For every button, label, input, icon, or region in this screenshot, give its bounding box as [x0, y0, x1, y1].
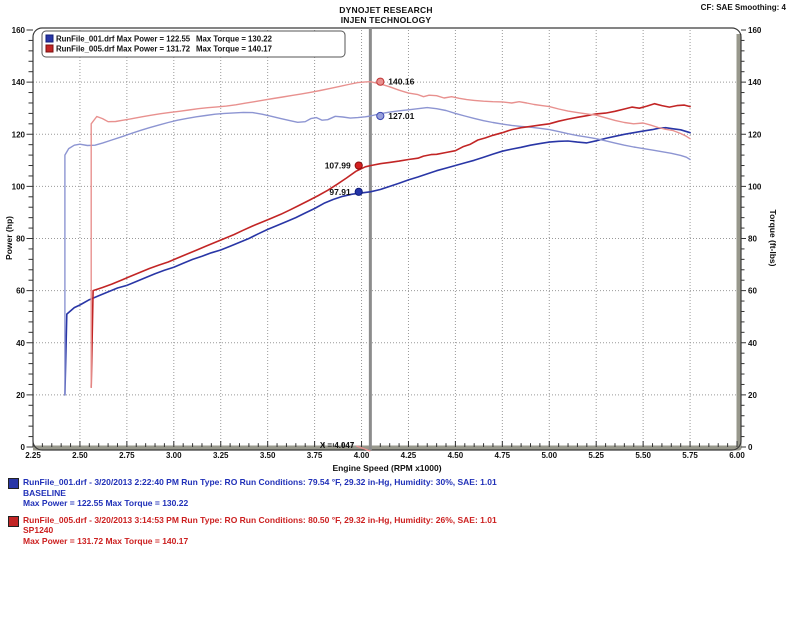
curve-runfile-001-torque-ft-lbs-	[64, 106, 691, 396]
x-axis-tick-label: 5.75	[682, 451, 698, 460]
legend-torque-label: Max Torque = 140.17	[196, 45, 272, 54]
y-axis-tick-label-left: 140	[12, 78, 26, 87]
y-axis-tick-label-left: 120	[12, 130, 26, 139]
page-title: DYNOJET RESEARCH	[339, 5, 433, 15]
run1-max-values: Max Power = 122.55 Max Torque = 130.22	[23, 498, 189, 508]
cursor-marker-dot	[354, 187, 363, 196]
x-axis-tick-label: 5.50	[635, 451, 651, 460]
x-axis-tick-label: 4.50	[448, 451, 464, 460]
cursor-marker-label: 140.16	[388, 77, 414, 87]
y-axis-tick-label-right: 60	[748, 287, 757, 296]
run-info-baseline: RunFile_001.drf - 3/20/2013 2:22:40 PM R…	[8, 477, 792, 509]
legend-swatch	[45, 34, 54, 43]
cursor-marker-label: 127.01	[388, 111, 414, 121]
run-info-footer: RunFile_001.drf - 3/20/2013 2:22:40 PM R…	[8, 477, 792, 552]
x-axis-title: Engine Speed (RPM x1000)	[332, 463, 441, 473]
y-axis-tick-label-left: 100	[12, 182, 26, 191]
cursor-marker-dot	[376, 77, 385, 86]
x-axis-tick-label: 3.75	[307, 451, 323, 460]
axis-bars	[33, 34, 742, 451]
x-axis-tick-label: 5.00	[541, 451, 557, 460]
curve-runfile-005-power-hp-	[90, 102, 691, 388]
x-axis-tick-label: 3.00	[166, 451, 182, 460]
y-axis-tick-label-right: 80	[748, 235, 757, 244]
cursor-marker-dot	[376, 111, 385, 121]
cursor-marker-label: 107.99	[325, 161, 351, 171]
run2-max-values: Max Power = 131.72 Max Torque = 140.17	[23, 535, 189, 546]
run-color-swatch-blue	[8, 478, 19, 489]
y-axis-tick-label-left: 20	[16, 391, 25, 400]
y-axis-tick-label-left: 40	[16, 339, 25, 348]
run1-label: BASELINE	[23, 487, 66, 498]
y-axis-tick-label-left: 160	[12, 26, 26, 35]
run-info-sp1240: RunFile_005.drf - 3/20/2013 3:14:53 PM R…	[8, 515, 792, 547]
x-axis-tick-label: 2.25	[25, 451, 41, 460]
y-axis-tick-label-right: 0	[748, 443, 753, 452]
x-axis-tick-label: 2.75	[119, 451, 135, 460]
x-axis-tick-label: 6.00	[729, 451, 745, 460]
y-axis-tick-label-right: 160	[748, 26, 762, 35]
x-axis-tick-label: 4.25	[401, 451, 417, 460]
y-axis-tick-label-left: 0	[21, 443, 26, 452]
run-color-swatch-red	[8, 515, 19, 527]
y-axis-tick-label-left: 60	[16, 287, 25, 296]
legend-box	[41, 30, 346, 58]
y-axis-tick-label-right: 100	[748, 182, 762, 191]
x-axis-tick-label: 5.25	[588, 451, 604, 460]
curve-runfile-001-power-hp-	[64, 126, 691, 396]
legend-file-power-label: RunFile_001.drf Max Power = 122.55	[56, 35, 191, 44]
cursor-marker-label: 97.91	[329, 187, 351, 197]
run1-conditions: RunFile_001.drf - 3/20/2013 2:22:40 PM R…	[23, 477, 497, 487]
correction-smoothing-label: CF: SAE Smoothing: 4	[700, 3, 786, 12]
legend-torque-label: Max Torque = 130.22	[196, 35, 273, 44]
power-axis-title: Power (hp)	[4, 216, 14, 260]
dyno-graph: 2.25 2.50 2.75 3.00 3.25 3.50 3.75 4.00 4.25 4.50…	[4, 26, 778, 473]
y-axis-tick-label-left: 80	[16, 235, 25, 244]
x-axis-tick-label: 3.25	[213, 451, 229, 460]
x-axis-tick-label: 2.50	[72, 451, 88, 460]
cursor-label-connector	[356, 445, 371, 452]
curve-runfile-005-torque-ft-lbs-	[90, 80, 691, 388]
run2-label: SP1240	[23, 525, 54, 535]
x-axis-tick-label: 4.75	[495, 451, 511, 460]
run2-conditions: RunFile_005.drf - 3/20/2013 3:14:53 PM R…	[23, 514, 497, 525]
x-axis-tick-label: 3.50	[260, 451, 276, 460]
legend-swatch	[45, 44, 54, 53]
page-subtitle: INJEN TECHNOLOGY	[340, 15, 432, 25]
x-axis-tick-label: 4.00	[354, 451, 370, 460]
y-axis-tick-label-right: 20	[748, 391, 757, 400]
y-axis-tick-label-right: 40	[748, 339, 757, 348]
torque-axis-title: Torque (ft-lbs)	[768, 210, 778, 267]
cursor-x-label: X = 4.047	[320, 441, 355, 450]
legend-file-power-label: RunFile_005.drf Max Power = 131.72	[56, 45, 191, 54]
y-axis-tick-label-right: 140	[748, 78, 762, 87]
cursor-marker-dot	[354, 161, 363, 170]
y-axis-tick-label-right: 120	[748, 130, 762, 139]
